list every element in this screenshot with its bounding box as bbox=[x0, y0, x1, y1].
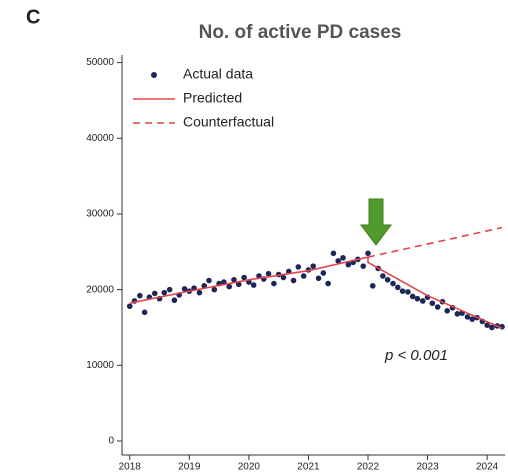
data-point bbox=[280, 274, 287, 281]
y-tick-label: 50000 bbox=[86, 57, 114, 68]
counterfactual-line bbox=[367, 226, 503, 258]
y-tick-label: 40000 bbox=[86, 133, 114, 144]
data-point bbox=[390, 280, 396, 287]
legend-marker bbox=[151, 72, 157, 78]
data-point bbox=[454, 311, 461, 317]
data-point bbox=[464, 314, 471, 320]
data-point bbox=[394, 284, 401, 291]
legend-label: Predicted bbox=[183, 90, 242, 106]
data-point bbox=[420, 298, 426, 304]
data-point bbox=[414, 295, 421, 302]
data-point bbox=[384, 276, 391, 283]
arrow-shape bbox=[360, 198, 392, 246]
data-point bbox=[295, 264, 302, 270]
data-point bbox=[161, 289, 168, 296]
data-point bbox=[434, 304, 441, 310]
legend-label: Counterfactual bbox=[183, 114, 274, 130]
legend-label: Actual data bbox=[183, 66, 253, 82]
chart-title: No. of active PD cases bbox=[199, 22, 402, 43]
x-tick-label: 2019 bbox=[178, 462, 201, 473]
data-point bbox=[380, 273, 386, 279]
data-point bbox=[310, 263, 317, 269]
data-point bbox=[325, 280, 331, 287]
data-point bbox=[405, 289, 411, 295]
data-point bbox=[196, 289, 203, 296]
data-point bbox=[141, 309, 148, 316]
x-tick-label: 2018 bbox=[119, 462, 142, 473]
annotation: p < 0.001 bbox=[384, 347, 448, 364]
data-point bbox=[126, 303, 133, 310]
data-point bbox=[221, 279, 227, 285]
data-point bbox=[137, 292, 143, 299]
data-point bbox=[171, 297, 178, 304]
y-tick-label: 20000 bbox=[86, 284, 114, 295]
data-point bbox=[365, 250, 371, 257]
data-point bbox=[315, 275, 322, 282]
data-point bbox=[469, 316, 476, 322]
data-point bbox=[226, 283, 233, 290]
data-point bbox=[340, 255, 346, 261]
arrow bbox=[360, 198, 392, 246]
x-tick-label: 2023 bbox=[416, 462, 439, 473]
data-point bbox=[399, 288, 406, 294]
y-tick-label: 30000 bbox=[86, 209, 114, 220]
panel-label: C bbox=[26, 6, 40, 28]
data-point bbox=[300, 273, 307, 279]
data-point bbox=[206, 277, 212, 284]
data-point bbox=[231, 276, 237, 283]
data-point bbox=[211, 286, 218, 293]
x-tick-label: 2022 bbox=[357, 462, 380, 473]
data-point bbox=[444, 308, 451, 314]
data-point bbox=[181, 286, 188, 292]
data-point bbox=[409, 293, 416, 300]
x-tick-label: 2021 bbox=[297, 462, 320, 473]
data-point bbox=[241, 274, 247, 281]
x-tick-label: 2024 bbox=[476, 462, 499, 473]
data-point bbox=[330, 250, 337, 257]
data-point bbox=[335, 258, 342, 264]
y-tick-label: 10000 bbox=[86, 360, 114, 371]
y-tick-label: 0 bbox=[108, 436, 114, 447]
data-point bbox=[271, 280, 277, 287]
data-point bbox=[290, 277, 297, 284]
data-point bbox=[265, 270, 272, 277]
data-point bbox=[151, 290, 158, 297]
data-point bbox=[484, 322, 490, 328]
data-point bbox=[320, 270, 327, 276]
data-point bbox=[489, 324, 495, 331]
data-point bbox=[369, 283, 376, 289]
x-tick-label: 2020 bbox=[238, 462, 261, 473]
data-point bbox=[166, 286, 173, 293]
data-point bbox=[235, 281, 242, 288]
data-point bbox=[250, 282, 257, 288]
data-point bbox=[345, 261, 352, 268]
data-point bbox=[360, 263, 367, 269]
predicted-line bbox=[129, 256, 503, 329]
data-point bbox=[429, 300, 436, 307]
